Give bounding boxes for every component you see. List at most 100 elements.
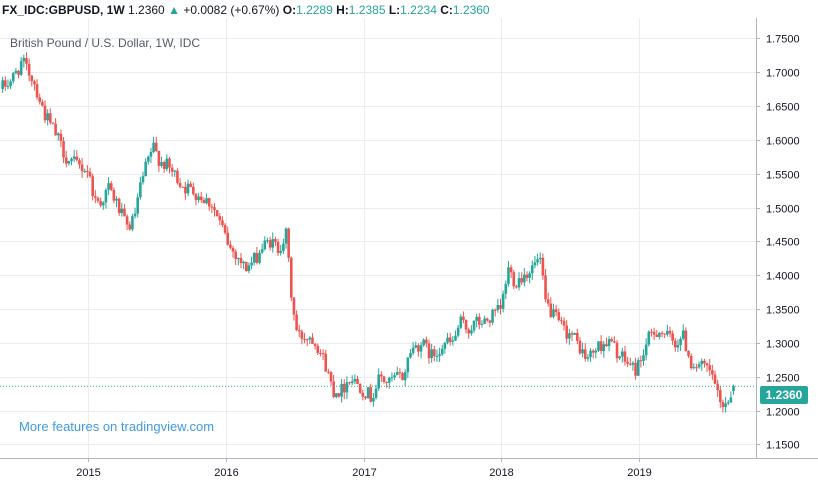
candle-body [409,353,412,358]
candle-body [634,362,637,376]
candle-body [131,216,134,230]
candle-body [628,363,632,365]
candle-body [583,349,587,359]
candle-body [470,330,473,334]
candle-body [70,158,73,162]
high-value: 1.2385 [348,3,386,17]
candle-body [109,183,113,190]
candle-body [422,339,426,346]
candle-body [673,340,677,348]
candle-body [91,176,94,197]
candle-body [591,350,595,353]
candle-body [520,278,523,283]
candle-body [260,249,264,253]
candle-body [282,243,285,252]
candle-body [369,387,373,402]
candle-body [51,122,55,124]
candle-body [242,261,245,264]
candle-body [666,330,669,335]
candle-body [448,337,452,342]
candle-body [406,357,410,373]
candle-body [716,383,719,391]
candle-body [316,345,320,353]
candle-body [321,353,325,355]
candle-body [72,156,76,159]
candle-body [576,332,579,341]
close-value: 1.2360 [452,3,490,17]
x-tick-label: 2016 [214,467,238,479]
candle-body [562,320,566,326]
price-axis[interactable]: 1.7500 1.7000 1.6500 1.6000 1.5500 1.5000 1.45… [756,34,800,452]
candle-body [252,253,256,263]
candle-body [695,367,698,369]
candle-body [308,337,312,340]
x-tick-label: 2015 [76,467,100,479]
candle-body [607,339,611,347]
candle-body [205,198,208,204]
candle-body [586,357,590,359]
candle-body [279,251,283,253]
candle-body [655,334,659,337]
candle-body [395,372,399,376]
candle-body [353,378,357,382]
candle-body [573,332,576,335]
candle-body [636,360,640,376]
candle-body [38,97,42,102]
candle-body [605,344,608,347]
candle-body [538,257,542,260]
candle-body [221,220,224,226]
candle-body [197,196,200,201]
candle-body [226,232,230,245]
candle-body [17,70,20,75]
candle-body [464,320,468,330]
candle-body [348,382,351,384]
candle-body [705,363,709,366]
candle-body [178,183,182,187]
candle-body [350,381,354,384]
candle-body [313,343,317,346]
candle-body [713,374,717,384]
candle-body [610,339,614,342]
x-tick-label: 2018 [489,467,513,479]
candle-body [475,316,478,321]
candle-body [485,318,489,321]
candle-body [75,156,79,161]
low-label: L: [388,3,401,17]
candles [1,52,735,413]
candle-body [430,349,433,359]
candle-body [337,393,341,397]
candle-body [393,375,396,378]
candle-body [488,320,492,323]
candle-body [512,272,516,287]
candle-body [303,338,306,340]
candle-body [554,309,558,313]
candle-body [104,189,108,203]
candle-body [14,70,18,74]
candle-body [250,262,253,266]
candle-body [499,305,502,309]
candle-body [602,344,606,352]
candle-body [152,142,155,153]
candle-body [271,239,275,248]
time-axis[interactable]: 2015 2016 2017 2018 2019 [76,458,652,479]
candle-body [419,345,423,352]
candle-body [101,202,105,206]
candle-body [568,333,571,339]
candle-body [552,309,555,317]
candle-body [80,164,84,172]
candle-body [146,156,150,162]
candle-body [560,320,563,322]
candle-body [631,362,635,365]
candle-body [570,333,574,335]
candle-body [67,161,71,164]
candle-body [533,262,537,266]
candle-body [94,196,97,198]
candle-body [123,208,126,217]
promo-link[interactable]: More features on tradingview.com [19,419,215,434]
y-tick-label: 1.5500 [766,170,800,182]
candle-body [237,258,240,260]
chart-title: British Pound / U.S. Dollar, 1W, IDC [10,36,201,50]
candle-body [454,335,457,341]
